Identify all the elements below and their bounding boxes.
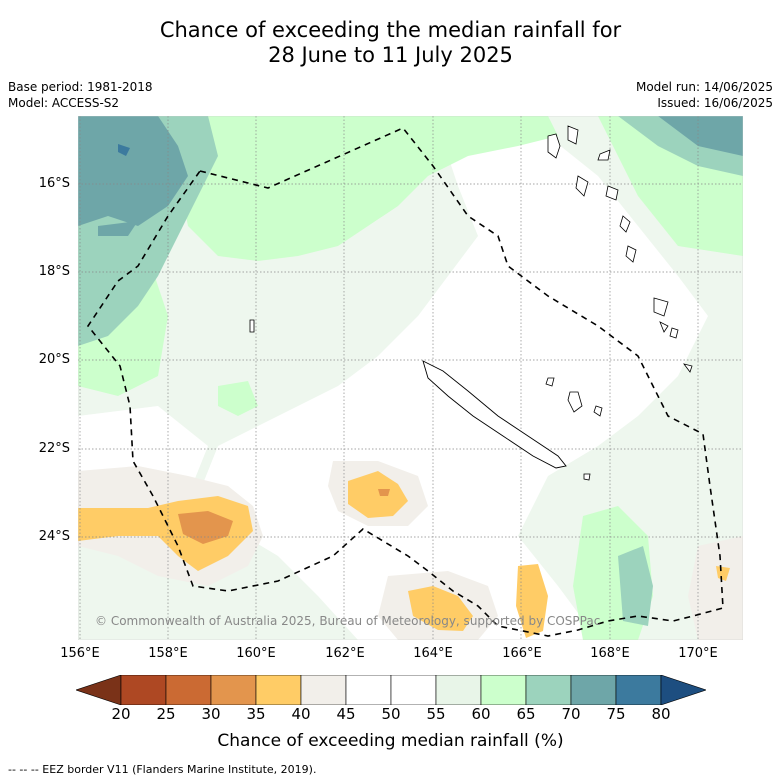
- colorbar-cap-high: [660, 675, 706, 705]
- lon-label-158e: 158°E: [148, 646, 188, 661]
- lat-label-16s: 16°S: [38, 176, 70, 191]
- region-orange-south2: [516, 564, 548, 638]
- eez-legend-note: -- -- -- EEZ border V11 (Flanders Marine…: [8, 763, 317, 776]
- region-green-north: [178, 116, 558, 261]
- colorbar-tick: 65: [516, 705, 536, 723]
- copyright-notice: © Commonwealth of Australia 2025, Bureau…: [95, 614, 601, 628]
- colorbar-cell: [345, 675, 392, 705]
- model-run: Model run: 14/06/2025: [635, 80, 773, 94]
- region-darkorange-center: [378, 489, 390, 496]
- colorbar-cell: [300, 675, 347, 705]
- colorbar-cell: [165, 675, 212, 705]
- colorbar-tick: 55: [426, 705, 446, 723]
- colorbar-cell: [210, 675, 257, 705]
- region-green-small: [218, 381, 258, 416]
- lon-label-166e: 166°E: [502, 646, 542, 661]
- colorbar-tick: 30: [201, 705, 221, 723]
- lat-label-18s: 18°S: [38, 264, 70, 279]
- lon-label-170e: 170°E: [678, 646, 718, 661]
- colorbar-tick: 50: [381, 705, 401, 723]
- new-caledonia-island: [422, 360, 567, 469]
- colorbar-cell: [120, 675, 167, 705]
- colorbar-cap-low: [76, 675, 122, 705]
- lon-label-156e: 156°E: [60, 646, 100, 661]
- region-blue-dot: [118, 144, 130, 156]
- vanuatu-islands: [547, 125, 693, 373]
- colorbar-cell: [525, 675, 572, 705]
- colorbar-cells: [76, 675, 706, 705]
- region-darkorange-west: [178, 511, 233, 544]
- lon-label-168e: 168°E: [590, 646, 630, 661]
- rainfall-map: [78, 116, 743, 640]
- region-teal-se: [618, 546, 653, 626]
- colorbar-tick: 60: [471, 705, 491, 723]
- title-line-2: 28 June to 11 July 2025: [268, 43, 513, 67]
- loyalty-islands: [545, 377, 603, 417]
- colorbar-cell: [435, 675, 482, 705]
- model-name: Model: ACCESS-S2: [8, 96, 120, 110]
- colorbar-label: Chance of exceeding median rainfall (%): [217, 731, 564, 751]
- region-white-north: [458, 146, 538, 236]
- region-darkteal-nw2: [98, 221, 138, 236]
- isle-of-pines: [583, 473, 591, 481]
- colorbar-tick: 70: [561, 705, 581, 723]
- map-title: Chance of exceeding the median rainfall …: [0, 18, 781, 68]
- lat-label-20s: 20°S: [38, 352, 70, 367]
- lon-label-162e: 162°E: [325, 646, 365, 661]
- colorbar-cell: [615, 675, 662, 705]
- colorbar-cell: [570, 675, 617, 705]
- colorbar-tick: 35: [246, 705, 266, 723]
- colorbar-tick: 80: [651, 705, 671, 723]
- colorbar: [76, 675, 706, 705]
- colorbar-tick: 45: [336, 705, 356, 723]
- colorbar-tick: 75: [606, 705, 626, 723]
- lon-label-164e: 164°E: [413, 646, 453, 661]
- colorbar-tick: 25: [156, 705, 176, 723]
- region-orange-se: [716, 566, 730, 581]
- eez-border: [87, 127, 724, 637]
- region-darkteal-northeast: [658, 116, 743, 156]
- region-darkteal-northwest: [78, 116, 188, 226]
- grid-lines: [78, 116, 743, 640]
- colorbar-cell: [255, 675, 302, 705]
- region-orange-center: [348, 471, 408, 518]
- lat-label-24s: 24°S: [38, 529, 70, 544]
- lat-label-22s: 22°S: [38, 441, 70, 456]
- small-island-west: [249, 319, 255, 333]
- issued-date: Issued: 16/06/2025: [657, 96, 773, 110]
- colorbar-cell: [480, 675, 527, 705]
- lon-label-160e: 160°E: [236, 646, 276, 661]
- region-beige-se: [688, 536, 743, 640]
- title-line-1: Chance of exceeding the median rainfall …: [159, 18, 622, 42]
- colorbar-tick: 40: [291, 705, 311, 723]
- colorbar-tick: 20: [111, 705, 131, 723]
- colorbar-cell: [390, 675, 437, 705]
- base-period: Base period: 1981-2018: [8, 80, 153, 94]
- meta-left: Base period: 1981-2018 Model: ACCESS-S2: [8, 79, 153, 111]
- meta-right: Model run: 14/06/2025 Issued: 16/06/2025: [636, 79, 773, 111]
- region-orange-south1: [408, 586, 473, 631]
